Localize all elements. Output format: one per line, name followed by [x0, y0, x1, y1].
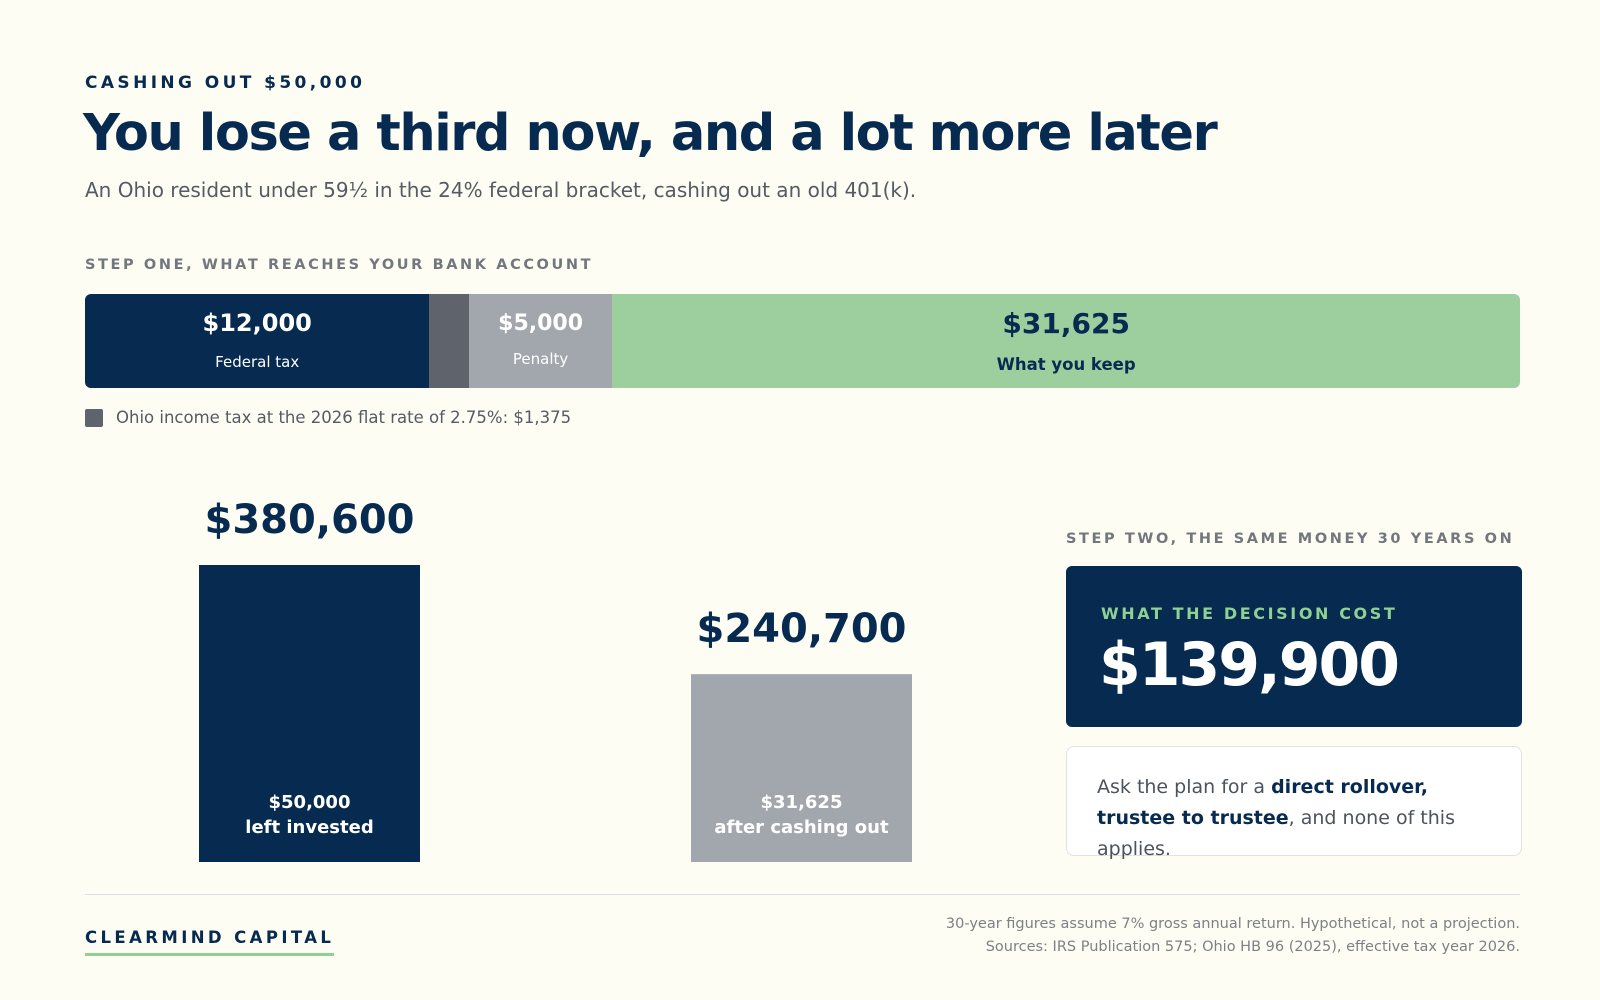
bar-value-label: $380,600: [204, 497, 414, 543]
tip-emphasis: direct rollover, trustee to trustee: [1097, 776, 1428, 829]
tip-text: Ask the plan for a direct rollover, trus…: [1097, 772, 1497, 865]
tip-before: Ask the plan for a: [1097, 776, 1272, 798]
growth-bar: [691, 674, 912, 862]
state-tax-legend: Ohio income tax at the 2026 flat rate of…: [85, 408, 571, 427]
footer-note-assumption: 30-year figures assume 7% gross annual r…: [945, 916, 1520, 932]
segment-label: Federal tax: [215, 353, 300, 371]
segment-value: $12,000: [202, 309, 312, 337]
bar-inner-label-caption: left invested: [245, 817, 373, 838]
footer-note-sources: Sources: IRS Publication 575; Ohio HB 96…: [985, 939, 1520, 955]
stack-segment: $31,625 What you keep: [612, 294, 1520, 388]
tip-after: , and none of this applies.: [1097, 807, 1455, 860]
segment-value: $5,000: [498, 311, 584, 336]
bar-inner-label-caption: after cashing out: [714, 817, 889, 838]
segment-value: $31,625: [1002, 307, 1130, 340]
page-subtitle: An Ohio resident under 59½ in the 24% fe…: [85, 178, 917, 202]
segment-label: Penalty: [512, 350, 569, 368]
step-one-label: STEP ONE, WHAT REACHES YOUR BANK ACCOUNT: [85, 257, 594, 273]
cost-kicker: WHAT THE DECISION COST: [1101, 604, 1398, 623]
cost-amount: $139,900: [1099, 630, 1400, 700]
cost-callout: WHAT THE DECISION COST $139,900: [1066, 566, 1522, 727]
brand-logo: CLEARMIND CAPITAL: [85, 928, 335, 956]
stacked-bar: $12,000 Federal tax $5,000 Penalty $31,625 Wh…: [85, 294, 1520, 388]
stack-segment: [429, 294, 469, 388]
step-two-label: STEP TWO, THE SAME MONEY 30 YEARS ON: [1066, 531, 1515, 547]
bar-inner-label-amount: $31,625: [761, 792, 843, 813]
legend-swatch: [85, 408, 103, 427]
segment-label: What you keep: [996, 355, 1136, 374]
legend-label: Ohio income tax at the 2026 flat rate of…: [116, 408, 572, 427]
stack-segment: $5,000 Penalty: [468, 294, 613, 388]
eyebrow: CASHING OUT $50,000: [85, 73, 366, 93]
bar-inner-label-amount: $50,000: [269, 792, 351, 813]
growth-bar: [199, 565, 420, 862]
rollover-tip: Ask the plan for a direct rollover, trus…: [1066, 746, 1522, 860]
growth-bar-chart: $380,600 $50,000 left invested $240,700 $31,…: [199, 497, 912, 862]
bar-value-label: $240,700: [696, 606, 906, 652]
page-title: You lose a third now, and a lot more lat…: [83, 104, 1218, 163]
footer-divider: [85, 894, 1520, 895]
stack-segment: $12,000 Federal tax: [85, 294, 430, 388]
